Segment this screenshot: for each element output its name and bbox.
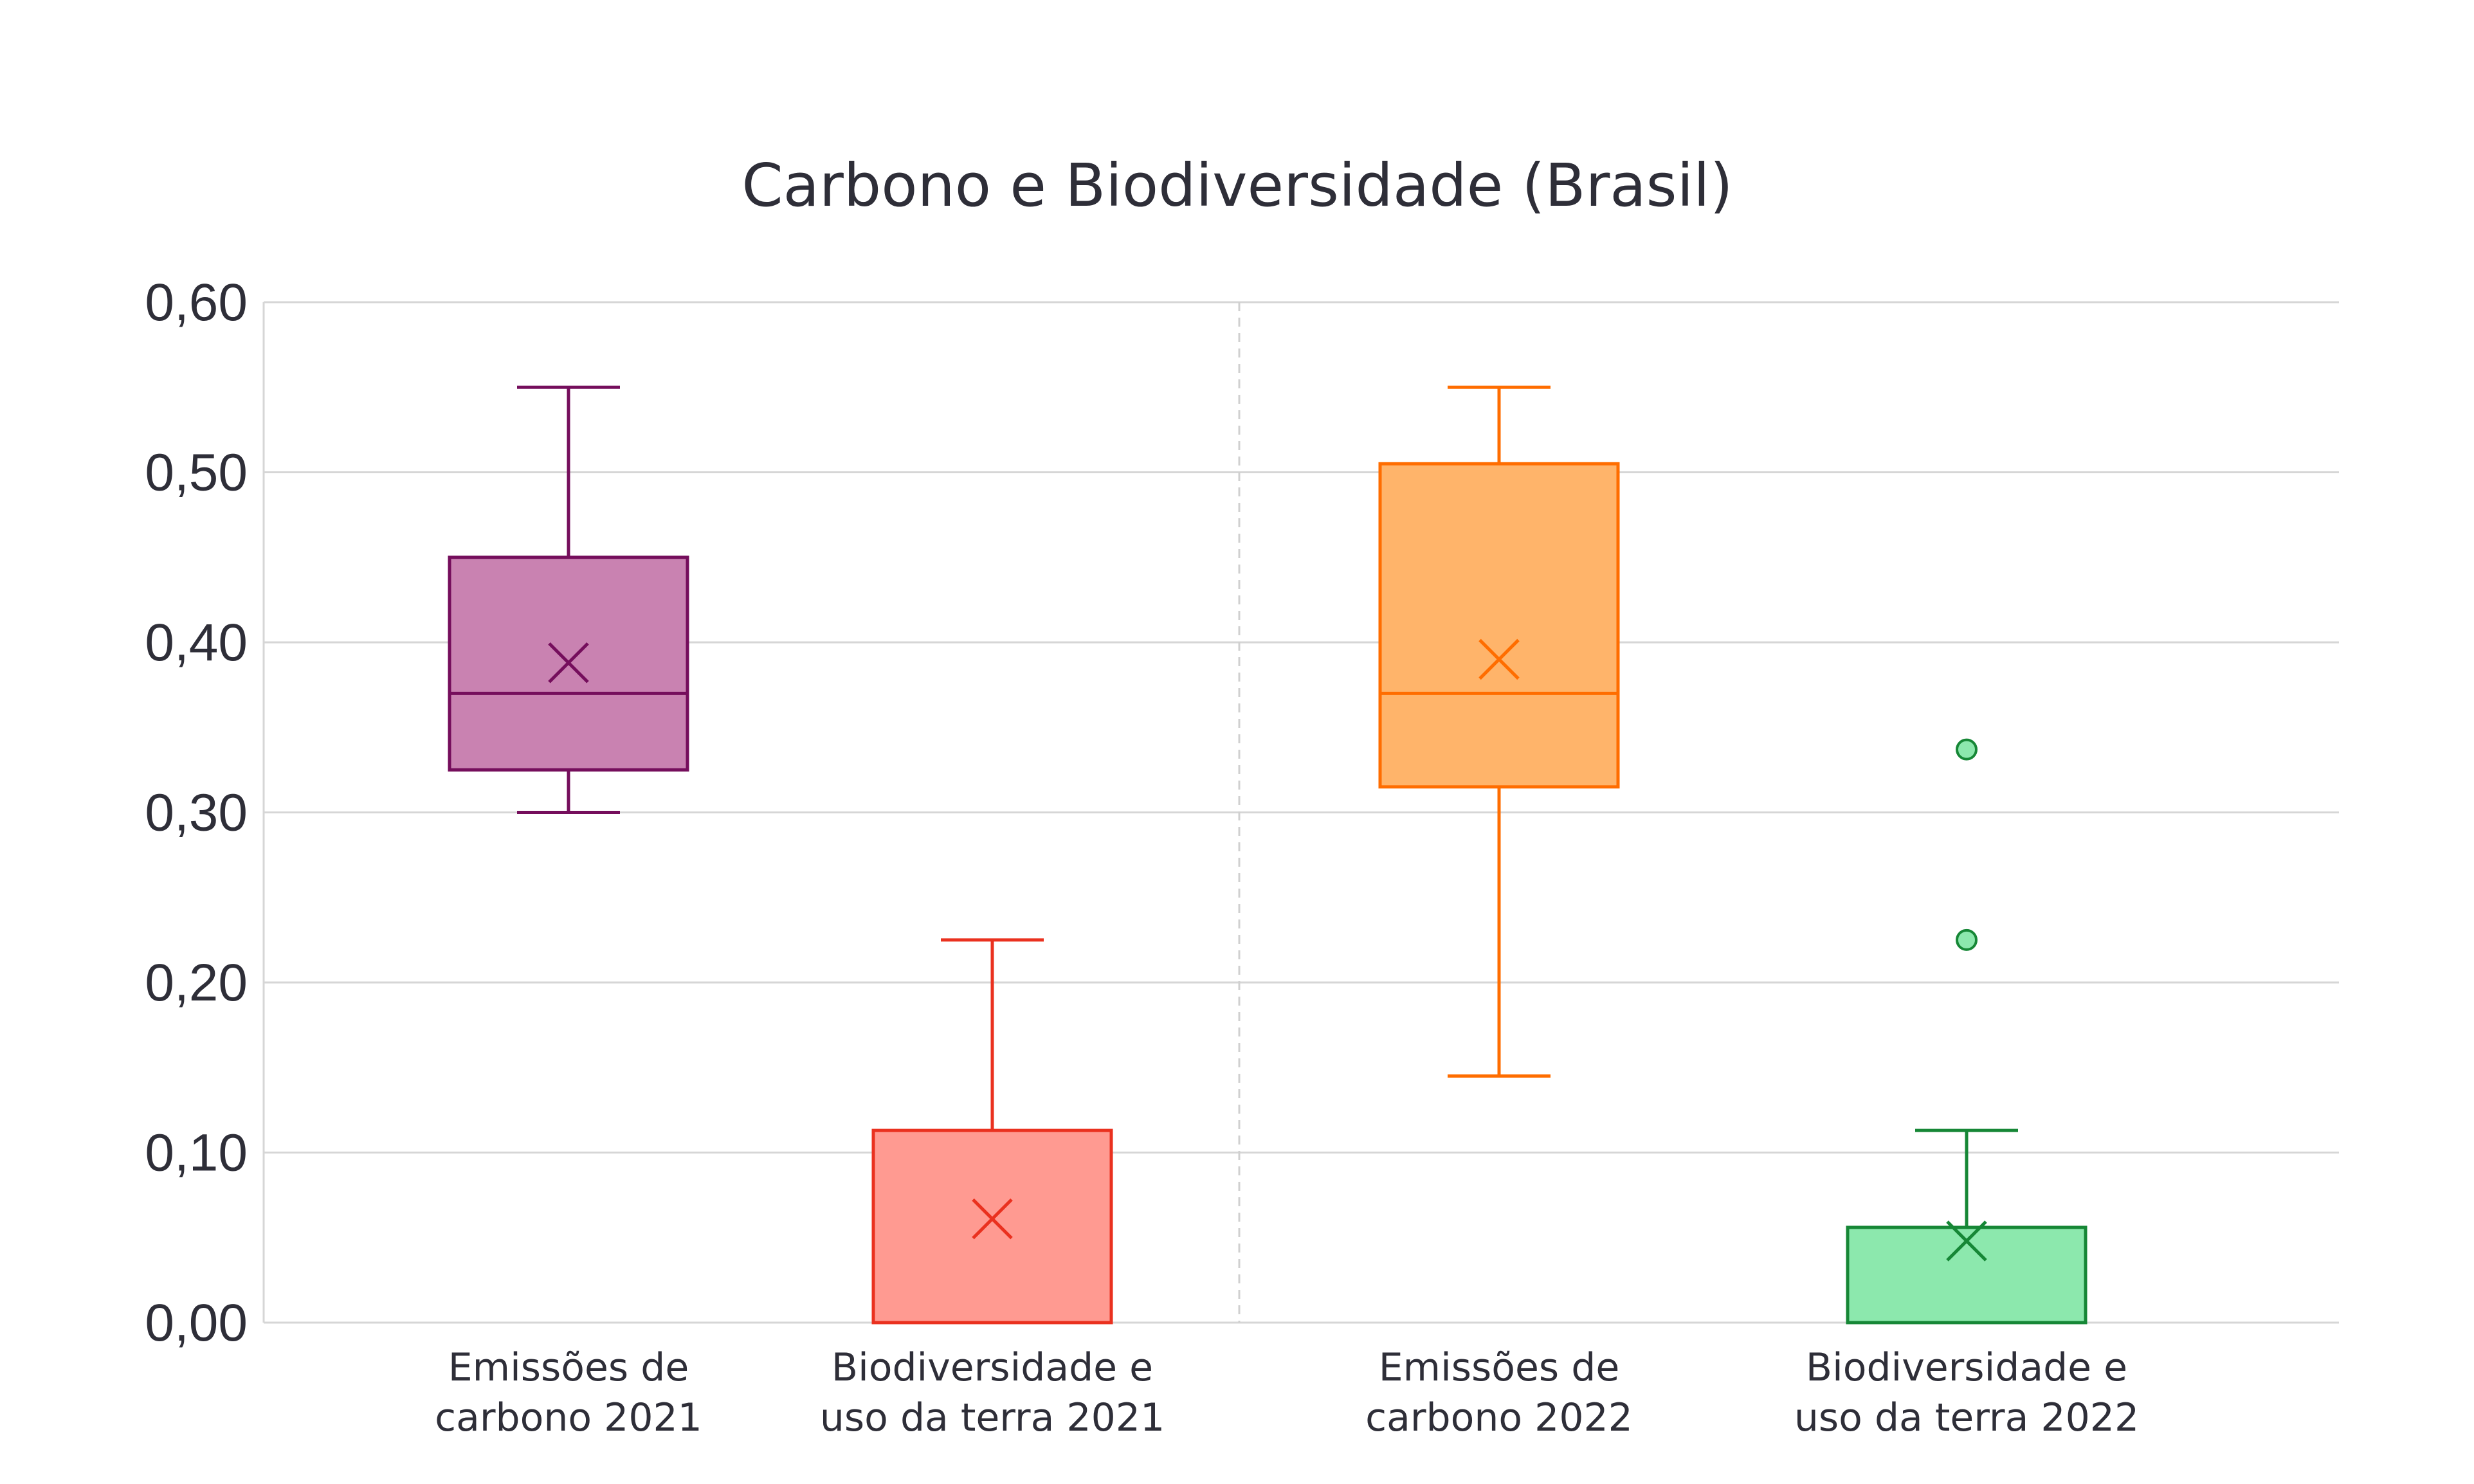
y-tick-label: 0,60 [145,273,248,332]
x-tick-label: Biodiversidade e [1806,1345,2127,1390]
x-tick-label: uso da terra 2022 [1794,1395,2139,1440]
iqr-box [871,1128,1113,1325]
iqr-box [1378,462,1620,789]
box-series [448,385,2087,1325]
x-tick-label: uso da terra 2021 [820,1395,1165,1440]
mean-marker [1478,638,1520,680]
x-tick-label: Emissões de [448,1345,689,1390]
box-4 [1846,738,2087,1325]
box-1 [448,385,689,814]
y-axis-ticks: 0,00 0,10 0,20 0,30 0,40 0,50 0,60 [145,273,248,1352]
y-tick-label: 0,40 [145,613,248,672]
chart-title: Carbono e Biodiversidade (Brasil) [741,151,1733,220]
mean-marker [972,1198,1013,1240]
box-2 [871,938,1113,1325]
y-tick-label: 0,30 [145,784,248,842]
y-tick-label: 0,00 [145,1294,248,1352]
outlier-point [1956,928,1978,951]
y-tick-label: 0,20 [145,954,248,1012]
box-3 [1378,385,1620,1078]
x-tick-label: Emissões de [1379,1345,1620,1390]
outlier-point [1956,738,1978,761]
x-tick-label: carbono 2022 [1365,1395,1633,1440]
x-tick-label: Biodiversidade e [832,1345,1153,1390]
x-axis-labels: Emissões de carbono 2021 Biodiversidade e u… [435,1345,2139,1440]
mean-marker [1946,1220,1987,1262]
x-tick-label: carbono 2021 [435,1395,702,1440]
y-tick-label: 0,10 [145,1124,248,1182]
mean-marker [548,642,589,683]
y-tick-label: 0,50 [145,444,248,502]
